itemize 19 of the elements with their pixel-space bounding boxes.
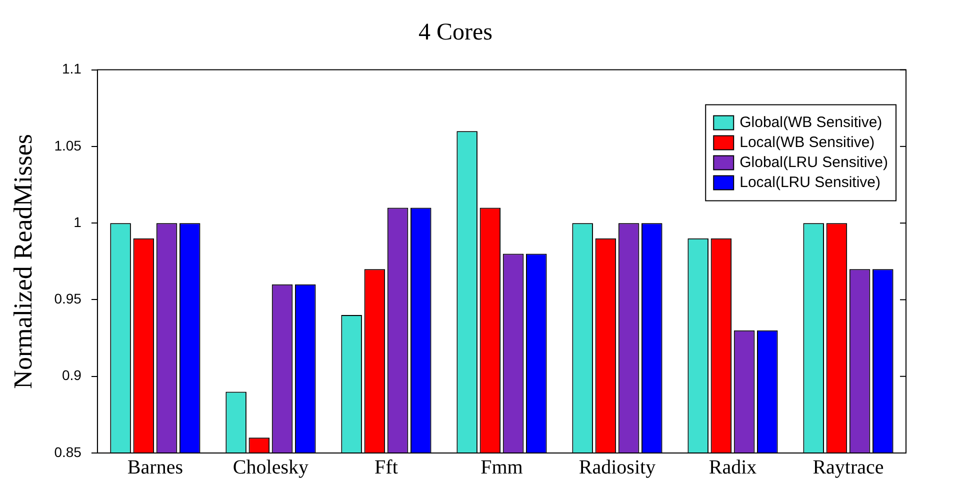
x-tick-label: Raytrace	[812, 456, 884, 478]
x-tick-label: Fft	[374, 456, 398, 478]
y-tick-label: 1	[74, 214, 82, 230]
x-tick-label: Fmm	[480, 456, 524, 478]
chart-title: 4 Cores	[418, 20, 492, 46]
legend-label: Global(WB Sensitive)	[740, 114, 882, 131]
y-tick-label: 1.1	[62, 60, 82, 77]
legend-label: Local(LRU Sensitive)	[740, 174, 881, 191]
x-tick-label: Radiosity	[578, 456, 656, 478]
y-tick-label: 0.9	[62, 367, 82, 384]
y-axis-title: Normalized ReadMisses	[8, 134, 38, 389]
x-tick-label: Cholesky	[232, 456, 308, 478]
y-tick-label: 1.05	[54, 137, 82, 154]
legend-label: Local(WB Sensitive)	[740, 134, 875, 151]
x-tick-label: Barnes	[127, 456, 184, 478]
x-tick-label: Radix	[708, 456, 757, 478]
y-tick-label: 0.95	[54, 290, 82, 307]
legend-label: Global(LRU Sensitive)	[740, 154, 888, 171]
y-tick-label: 0.85	[54, 444, 82, 460]
